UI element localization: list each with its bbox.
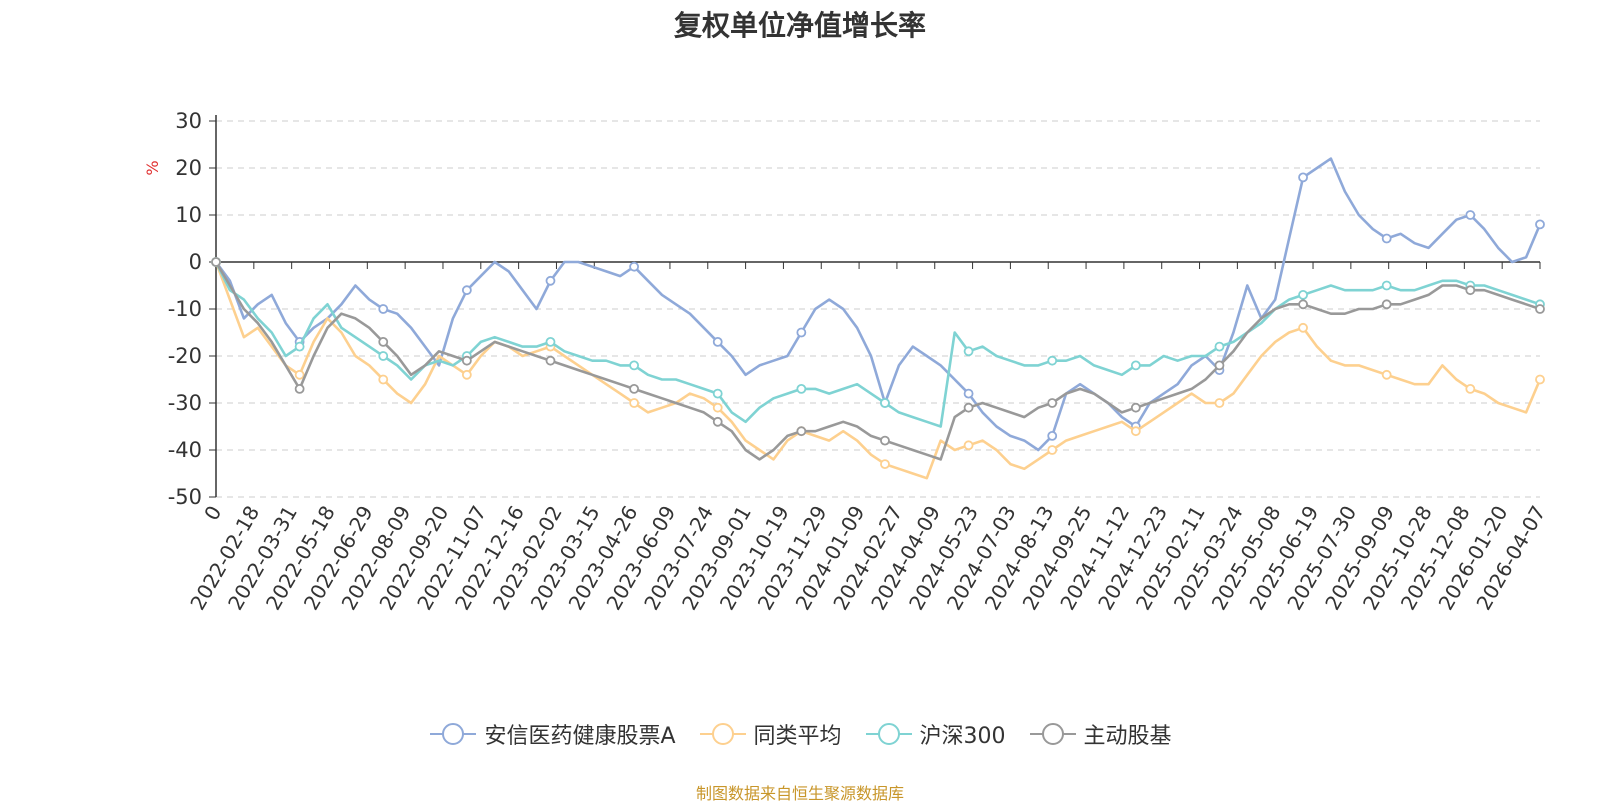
- series-point-2: [629, 398, 640, 408]
- series-point-3: [545, 336, 556, 347]
- series-point-3: [1298, 289, 1308, 300]
- series-point-1: [1535, 219, 1545, 230]
- series-point-3: [796, 383, 807, 394]
- series-point-3: [1047, 355, 1058, 366]
- series-point-2: [1535, 374, 1545, 385]
- data-source-note: 制图数据来自恒生聚源数据库: [695, 784, 904, 803]
- series-point-3: [294, 341, 305, 352]
- y-axis-unit-label: %: [143, 160, 162, 175]
- series-point-4: [294, 383, 305, 394]
- series-point-1: [461, 285, 472, 296]
- series-point-4: [211, 257, 221, 267]
- legend-label: 同类平均: [753, 724, 842, 749]
- series-line-2: [214, 261, 1542, 480]
- series-point-4: [1047, 398, 1058, 408]
- series-point-3: [1214, 341, 1225, 352]
- series-point-2: [1130, 426, 1141, 437]
- y-tick-label: 0: [189, 250, 202, 274]
- series-point-2: [712, 402, 723, 413]
- chart-legend: 安信医药健康股票A 同类平均 沪深300 主动股基: [0, 718, 1600, 750]
- series-point-1: [1381, 233, 1392, 244]
- series-point-2: [1465, 383, 1476, 394]
- series-point-4: [796, 426, 807, 437]
- legend-item-2[interactable]: 同类平均: [698, 718, 842, 750]
- x-tick-label: 0: [199, 502, 226, 525]
- series-point-3: [712, 388, 723, 399]
- series-line-1: [214, 157, 1542, 452]
- y-tick-label: -10: [168, 297, 202, 321]
- chart-title: 复权单位净值增长率: [673, 9, 926, 42]
- series-point-4: [1535, 304, 1545, 314]
- series-point-1: [1298, 172, 1308, 183]
- series-point-1: [378, 304, 389, 314]
- y-tick-label: -30: [168, 391, 202, 415]
- chart-canvas: 3020100-10-20-30-40-50%02022-02-182022-0…: [143, 109, 1550, 614]
- legend-label: 主动股基: [1083, 724, 1172, 749]
- series-point-4: [1298, 299, 1308, 310]
- series-point-1: [712, 336, 723, 347]
- series-point-1: [1465, 210, 1476, 220]
- legend-marker-icon: [1029, 723, 1076, 745]
- series-point-3: [963, 346, 974, 357]
- legend-item-3[interactable]: 沪深300: [864, 718, 1006, 750]
- series-line-4: [214, 261, 1541, 461]
- y-tick-label: 10: [175, 203, 202, 227]
- series-point-4: [629, 383, 640, 394]
- series-point-1: [796, 327, 807, 338]
- legend-marker-icon: [699, 723, 746, 745]
- series-point-1: [1047, 430, 1058, 441]
- series-point-4: [1381, 299, 1392, 310]
- series-point-3: [880, 398, 890, 408]
- legend-label: 安信医药健康股票A: [484, 724, 676, 749]
- series-point-4: [1465, 285, 1476, 296]
- series-point-3: [378, 351, 389, 361]
- series-point-4: [545, 355, 556, 366]
- legend-marker-icon: [865, 723, 912, 745]
- series-point-2: [880, 459, 890, 470]
- series-point-1: [629, 261, 640, 272]
- legend-item-1[interactable]: 安信医药健康股票A: [428, 718, 676, 750]
- series-point-4: [963, 402, 974, 413]
- series-point-2: [1381, 369, 1392, 380]
- series-point-2: [1298, 322, 1308, 333]
- y-tick-label: 30: [175, 109, 202, 133]
- series-point-1: [545, 275, 556, 286]
- series-point-4: [1214, 360, 1225, 371]
- series-point-4: [378, 336, 389, 347]
- series-point-2: [461, 369, 472, 380]
- y-tick-label: -20: [168, 344, 202, 368]
- series-point-2: [378, 374, 389, 385]
- series-point-3: [1381, 280, 1392, 291]
- series-point-2: [294, 369, 305, 380]
- legend-marker-icon: [430, 723, 477, 745]
- y-tick-label: -40: [168, 438, 202, 462]
- series-point-2: [1047, 445, 1058, 455]
- y-tick-label: 20: [175, 156, 202, 180]
- series-point-4: [1130, 402, 1141, 413]
- series-point-4: [712, 416, 723, 427]
- series-point-2: [963, 440, 974, 451]
- legend-label: 沪深300: [919, 724, 1006, 749]
- series-point-3: [1130, 360, 1141, 371]
- legend-item-4[interactable]: 主动股基: [1028, 718, 1172, 750]
- series-point-4: [461, 355, 472, 366]
- series-line-3: [214, 261, 1541, 428]
- y-tick-label: -50: [168, 485, 202, 509]
- series-point-3: [629, 360, 640, 371]
- series-point-4: [880, 435, 890, 446]
- series-point-2: [1214, 398, 1225, 408]
- series-point-1: [963, 388, 974, 399]
